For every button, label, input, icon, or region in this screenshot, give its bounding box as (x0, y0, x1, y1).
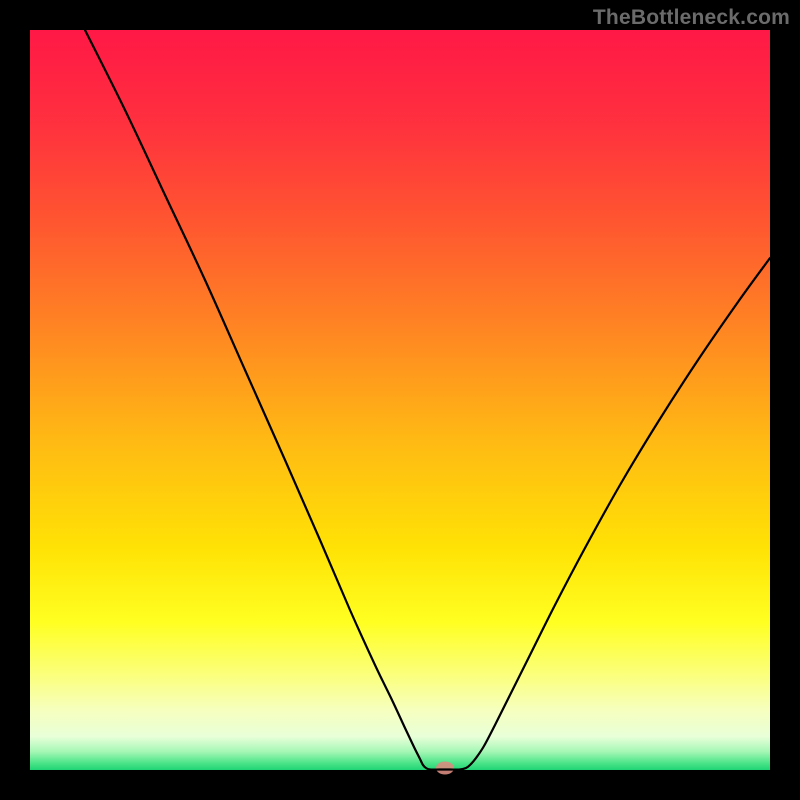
chart-svg (0, 0, 800, 800)
minimum-marker (436, 762, 454, 775)
plot-background (30, 30, 770, 770)
chart-container: TheBottleneck.com (0, 0, 800, 800)
watermark-text: TheBottleneck.com (593, 6, 790, 30)
